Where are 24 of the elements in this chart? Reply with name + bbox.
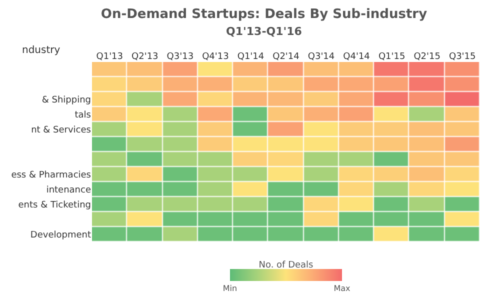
y-tick-label: & Shipping [42,96,91,106]
x-tick-label: Q2'14 [272,52,300,62]
x-tick-label: Q4'13 [202,52,229,62]
y-tick-label: intenance [46,186,92,196]
y-tick-label: nt & Services [31,126,92,136]
y-tick-label: ents & Ticketing [18,200,91,211]
chart-subtitle: Q1'13-Q1'16 [226,24,302,38]
x-tick-label: Q2'15 [414,52,440,62]
y-tick-label: ess & Pharmacies [11,170,92,181]
x-tick-label: Q3'14 [308,52,335,62]
y-axis-title: ndustry [22,45,60,56]
y-tick-label: Development [30,230,92,241]
color-bar-title: No. of Deals [258,260,314,270]
x-tick-label: Q3'13 [166,52,194,62]
x-tick-label: Q4'14 [343,52,370,62]
color-bar-label: Min [222,284,238,294]
x-tick-label: Q1'13 [96,52,124,62]
y-tick-label: tals [74,110,92,121]
color-bar-label: Max [334,284,351,294]
x-tick-label: Q1'14 [237,52,264,62]
x-tick-label: Q1'15 [378,52,406,62]
x-tick-label: Q3'15 [448,52,476,62]
chart-title: On-Demand Startups: Deals By Sub-industry [100,7,428,22]
x-tick-label: Q2'13 [132,52,158,62]
